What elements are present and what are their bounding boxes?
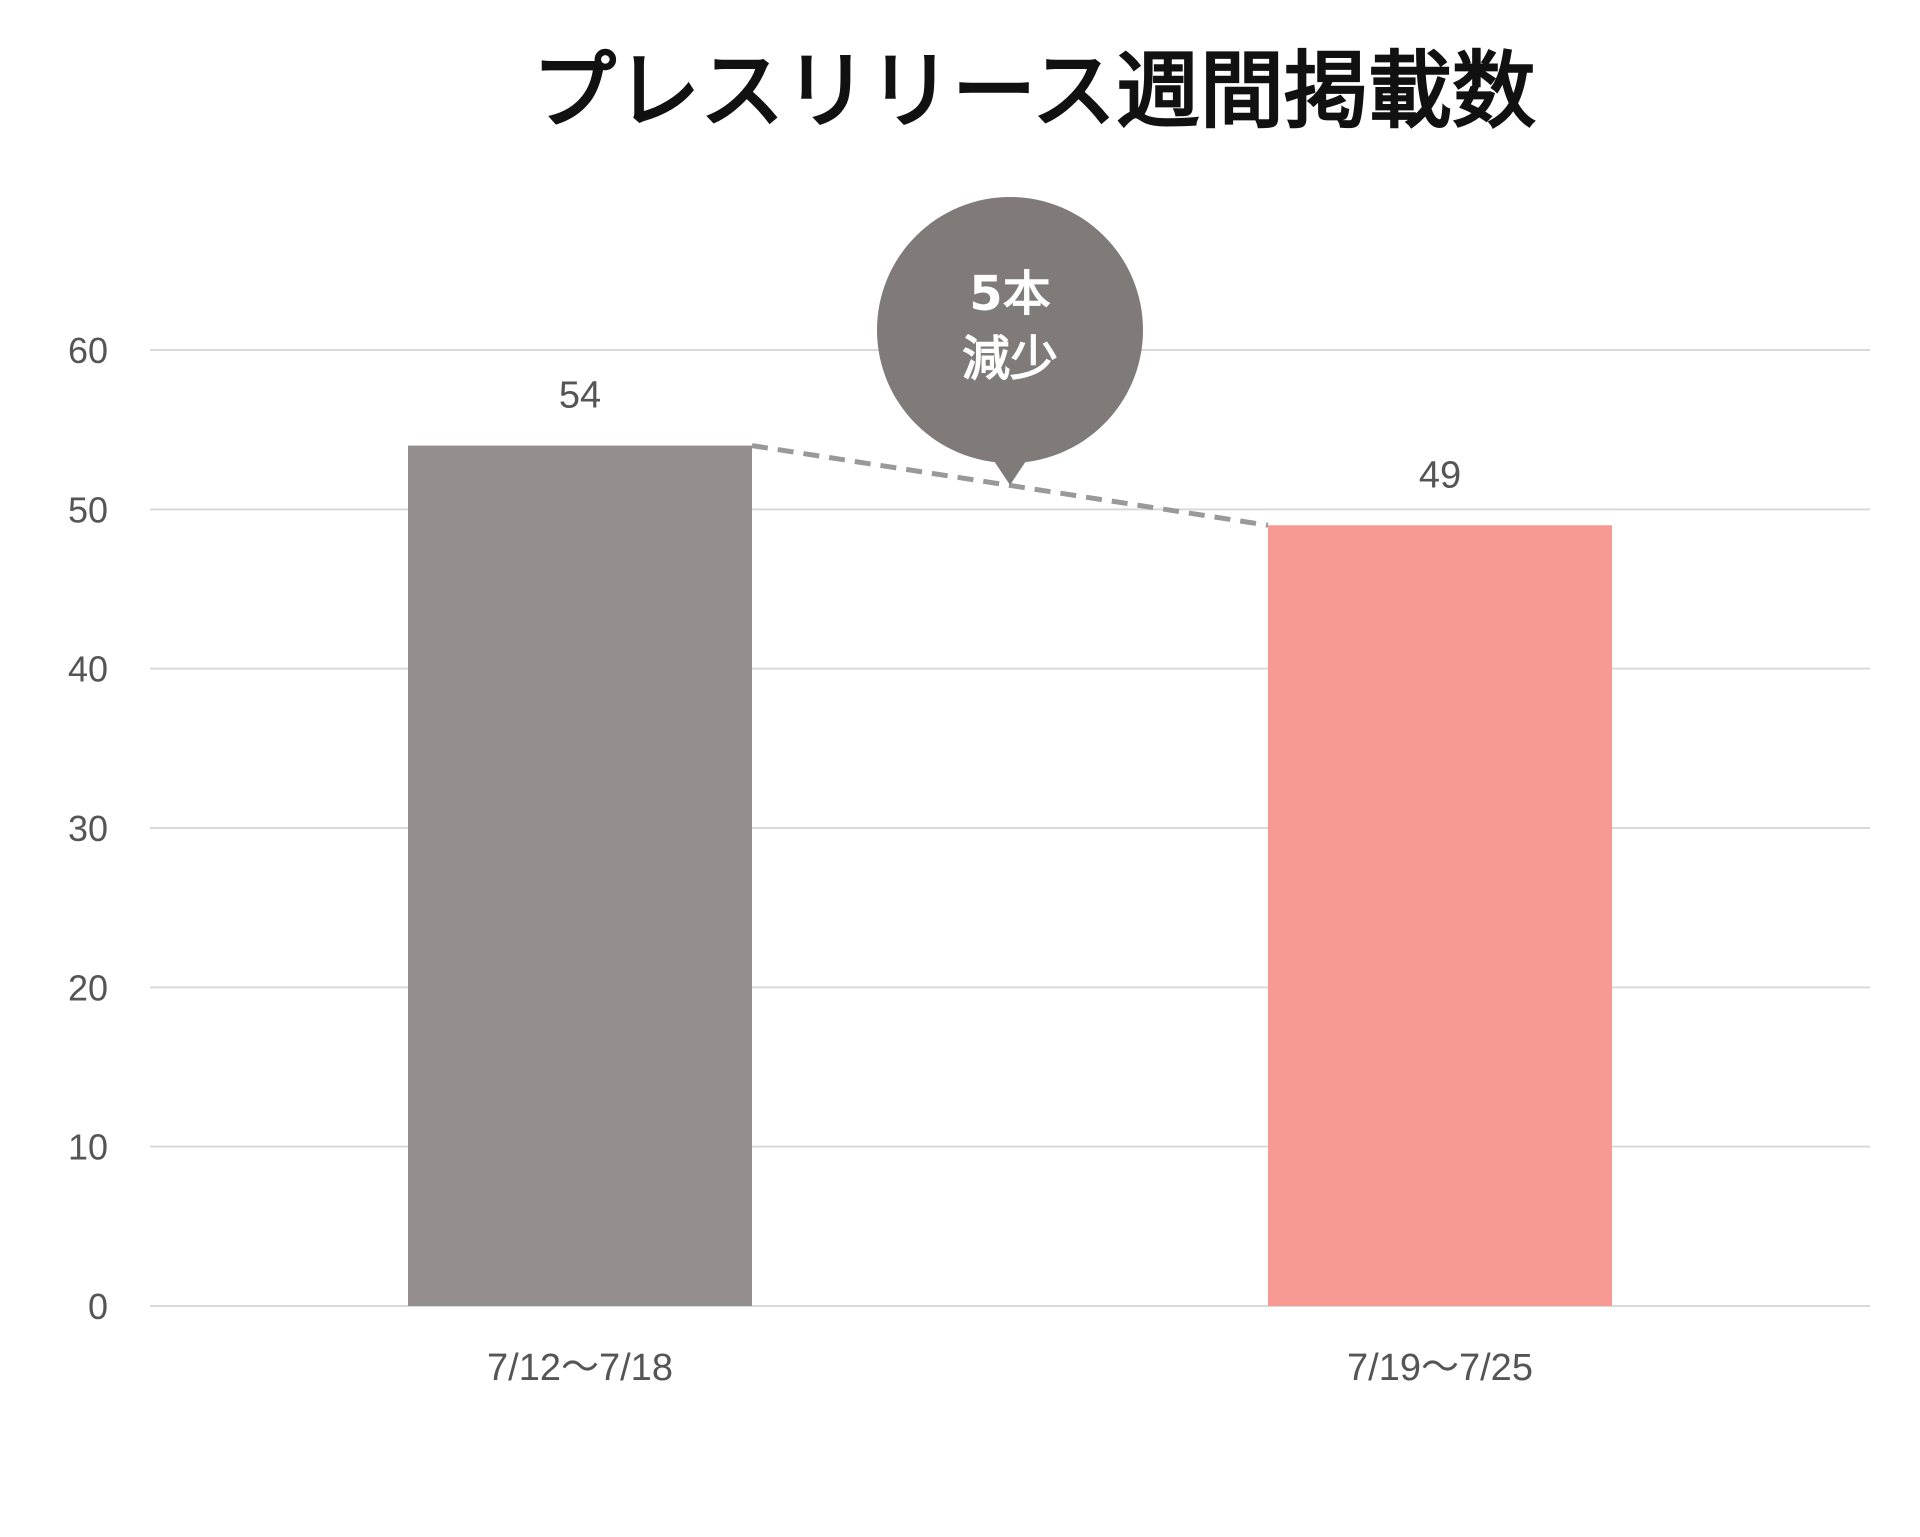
dashed-connector [751,443,1269,528]
data-label: 49 [1419,454,1461,496]
callout: 5本 減少 [877,197,1143,485]
data-labels: 54 49 [559,375,1461,497]
y-tick-label: 10 [68,1127,108,1168]
y-tick-label: 20 [68,967,108,1008]
y-tick-label: 40 [68,649,108,690]
y-tick-label: 60 [68,330,108,371]
x-axis-ticks: 7/12〜7/18 7/19〜7/25 [487,1347,1533,1389]
bar [1268,525,1612,1306]
x-tick-label: 7/19〜7/25 [1347,1347,1533,1389]
connector [751,443,1269,528]
callout-line-2: 減少 [962,331,1058,387]
y-tick-label: 0 [88,1286,108,1327]
chart-title: プレスリリース週間掲載数 [532,42,1536,140]
y-tick-label: 30 [68,808,108,849]
y-axis-ticks: 0 10 20 30 40 50 60 [68,330,108,1327]
x-tick-label: 7/12〜7/18 [487,1347,673,1389]
bar [408,445,752,1307]
callout-bubble [877,197,1143,463]
y-tick-label: 50 [68,489,108,530]
bars [408,445,1612,1307]
callout-line-1: 5本 [969,266,1050,322]
callout-tail [986,449,1034,485]
data-label: 54 [559,375,601,417]
